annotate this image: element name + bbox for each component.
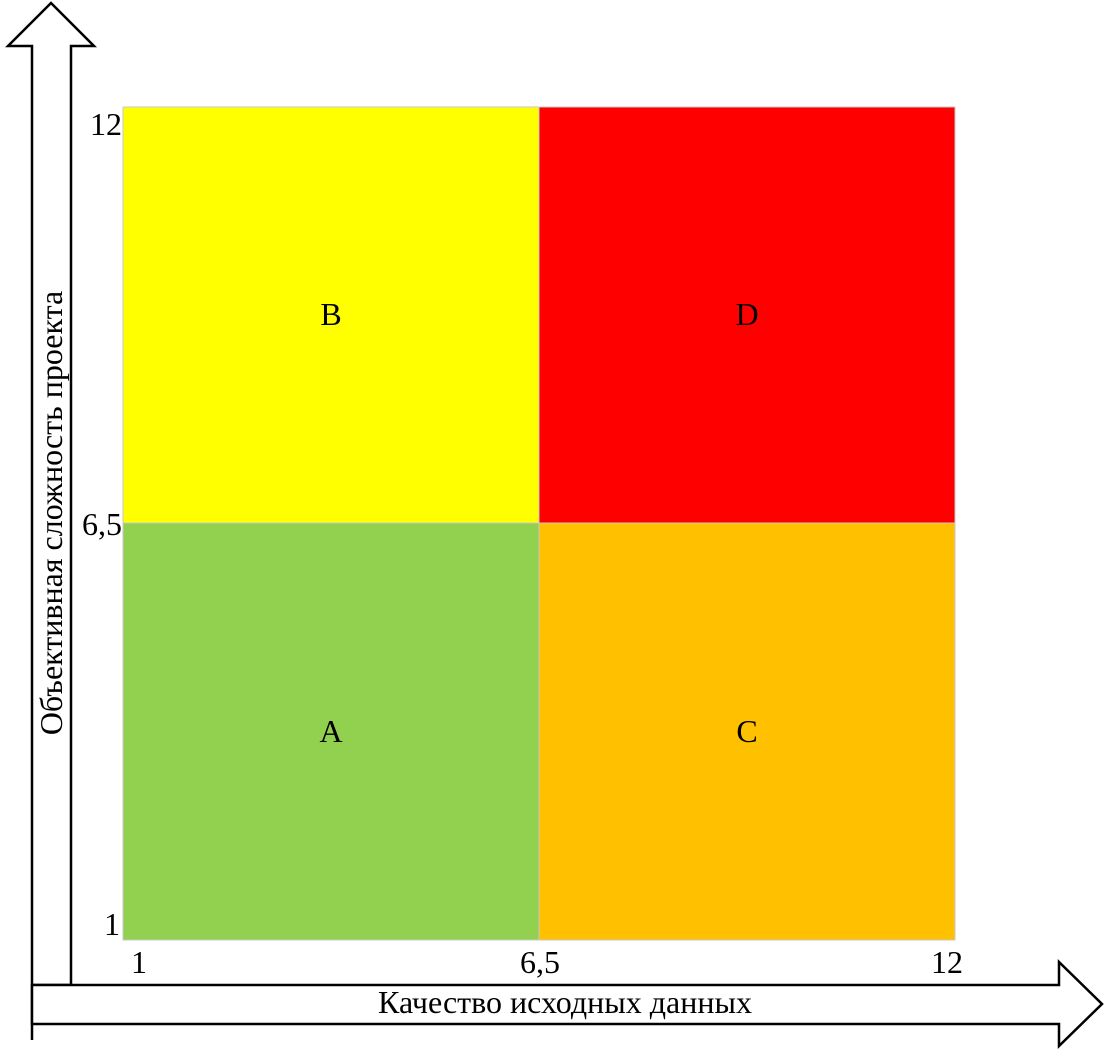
y-axis-arrow bbox=[4, 1, 98, 1040]
x-axis-arrow bbox=[30, 959, 1104, 1049]
x-tick-label: 12 bbox=[931, 944, 963, 980]
y-tick-label: 1 bbox=[104, 906, 120, 942]
quadrant-d-label: D bbox=[735, 296, 758, 332]
quadrant-c bbox=[538, 522, 956, 941]
quadrant-b-label: B bbox=[320, 296, 341, 332]
y-axis-label: Объективная сложность проекта bbox=[33, 291, 69, 735]
quadrant-d bbox=[538, 106, 956, 524]
quadrant-b bbox=[122, 106, 540, 524]
x-tick-label: 1 bbox=[131, 944, 147, 980]
x-axis-label: Качество исходных данных bbox=[378, 984, 752, 1020]
quadrant-a bbox=[122, 522, 540, 941]
y-tick-label: 6,5 bbox=[82, 506, 122, 542]
y-tick-label: 12 bbox=[90, 106, 122, 142]
x-tick-label: 6,5 bbox=[520, 944, 560, 980]
quadrant-a-label: A bbox=[319, 713, 342, 749]
quadrant-c-label: C bbox=[736, 713, 757, 749]
